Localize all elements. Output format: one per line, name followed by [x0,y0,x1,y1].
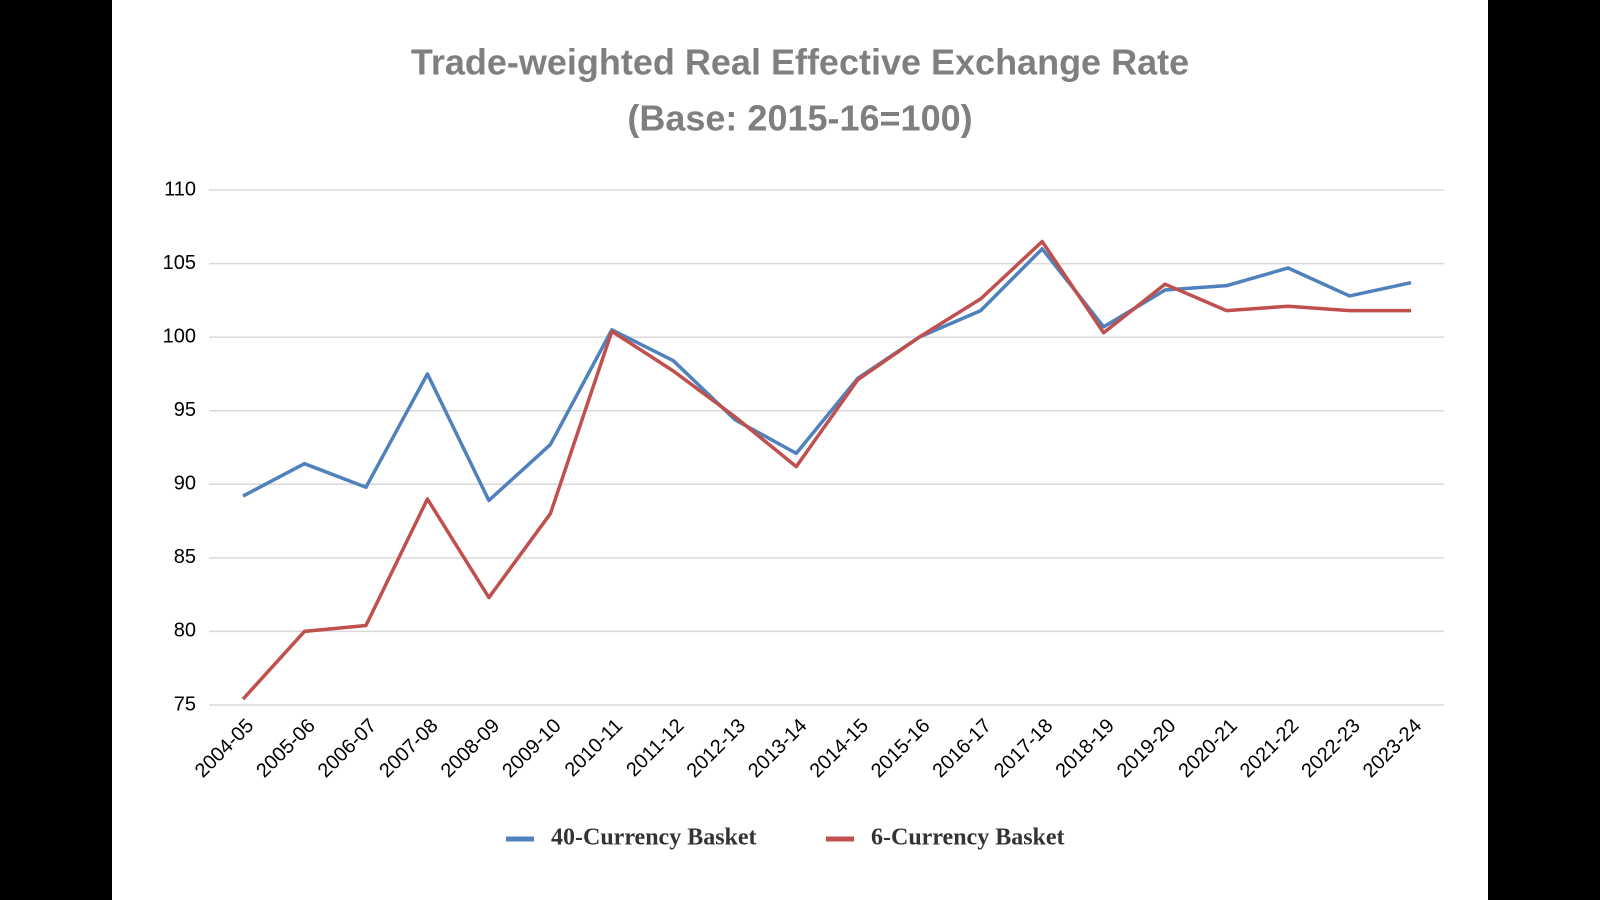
y-tick-label: 95 [174,399,196,421]
y-tick-label: 75 [174,693,196,715]
y-tick-label: 80 [174,620,196,642]
y-tick-label: 90 [174,473,196,495]
y-tick-label: 85 [174,546,196,568]
chart-title: Trade-weighted Real Effective Exchange R… [411,42,1189,83]
y-tick-label: 100 [163,325,196,347]
series-line [242,247,1412,503]
legend-label: 6-Currency Basket [871,825,1065,851]
y-tick-label: 105 [163,252,196,274]
y-tick-label: 110 [164,178,196,200]
series-line [241,239,1411,701]
chart-subtitle: (Base: 2015-16=100) [627,98,972,139]
legend-label: 40-Currency Basket [551,825,757,851]
